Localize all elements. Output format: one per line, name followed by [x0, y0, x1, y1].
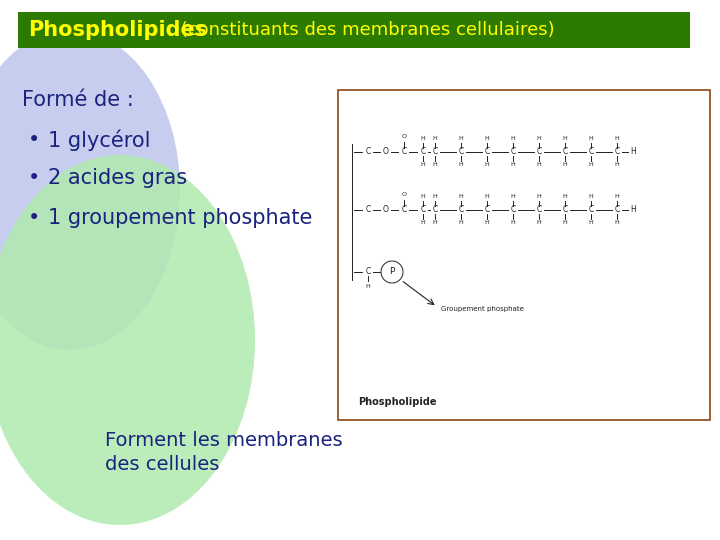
Text: H: H [433, 194, 437, 199]
Text: H: H [433, 137, 437, 141]
Text: Formé de :: Formé de : [22, 90, 134, 110]
Text: O: O [383, 147, 389, 157]
Text: H: H [536, 220, 541, 226]
Text: C: C [433, 206, 438, 214]
Text: C: C [459, 206, 464, 214]
Text: H: H [562, 163, 567, 167]
Text: Phospholipides: Phospholipides [28, 20, 207, 40]
Text: H: H [615, 220, 619, 226]
Text: H: H [510, 163, 516, 167]
Text: H: H [510, 194, 516, 199]
Text: C: C [510, 206, 516, 214]
Text: C: C [510, 147, 516, 157]
Text: C: C [401, 206, 407, 214]
Text: C: C [536, 206, 541, 214]
Text: Forment les membranes: Forment les membranes [105, 430, 343, 449]
Text: H: H [433, 220, 437, 226]
Text: •: • [28, 130, 40, 150]
Text: des cellules: des cellules [105, 456, 220, 475]
Text: H: H [485, 137, 490, 141]
Text: C: C [614, 147, 620, 157]
Text: H: H [562, 220, 567, 226]
Text: H: H [420, 194, 426, 199]
Text: C: C [459, 147, 464, 157]
Text: C: C [420, 147, 426, 157]
Text: C: C [588, 147, 593, 157]
Text: H: H [485, 220, 490, 226]
Text: C: C [485, 206, 490, 214]
Text: C: C [365, 147, 371, 157]
Text: 1 glycérol: 1 glycérol [48, 129, 150, 151]
FancyBboxPatch shape [338, 90, 710, 420]
Text: H: H [589, 163, 593, 167]
Text: C: C [536, 147, 541, 157]
Text: H: H [630, 147, 636, 157]
Text: C: C [401, 147, 407, 157]
Text: H: H [536, 137, 541, 141]
Text: C: C [588, 206, 593, 214]
Text: C: C [365, 206, 371, 214]
Text: H: H [536, 194, 541, 199]
Ellipse shape [0, 30, 180, 350]
Text: H: H [589, 194, 593, 199]
Ellipse shape [0, 155, 255, 525]
Text: H: H [615, 194, 619, 199]
Text: H: H [615, 163, 619, 167]
Text: C: C [614, 206, 620, 214]
FancyBboxPatch shape [18, 12, 690, 48]
Text: H: H [459, 194, 464, 199]
Text: H: H [562, 137, 567, 141]
Text: P: P [390, 267, 395, 276]
Text: H: H [420, 137, 426, 141]
Text: H: H [630, 206, 636, 214]
Text: H: H [485, 194, 490, 199]
Text: H: H [615, 137, 619, 141]
Text: H: H [420, 220, 426, 226]
Text: H: H [459, 137, 464, 141]
Text: H: H [510, 137, 516, 141]
Text: O: O [402, 192, 407, 198]
Text: H: H [589, 220, 593, 226]
Text: 1 groupement phosphate: 1 groupement phosphate [48, 208, 312, 228]
Text: H: H [420, 163, 426, 167]
Text: H: H [459, 220, 464, 226]
Text: C: C [420, 206, 426, 214]
Text: C: C [562, 147, 567, 157]
Text: •: • [28, 208, 40, 228]
Text: C: C [562, 206, 567, 214]
Text: C: C [485, 147, 490, 157]
Text: H: H [459, 163, 464, 167]
Text: H: H [366, 284, 370, 288]
Text: C: C [433, 147, 438, 157]
Text: Groupement phosphate: Groupement phosphate [441, 306, 524, 312]
Text: O: O [402, 134, 407, 139]
Text: H: H [562, 194, 567, 199]
Text: H: H [485, 163, 490, 167]
Text: Phospholipide: Phospholipide [358, 397, 436, 407]
Text: H: H [589, 137, 593, 141]
Circle shape [381, 261, 403, 283]
Text: H: H [536, 163, 541, 167]
Text: H: H [510, 220, 516, 226]
Text: •: • [28, 168, 40, 188]
Text: 2 acides gras: 2 acides gras [48, 168, 187, 188]
Text: C: C [365, 267, 371, 276]
Text: (constituants des membranes cellulaires): (constituants des membranes cellulaires) [175, 21, 554, 39]
Text: H: H [433, 163, 437, 167]
Text: O: O [383, 206, 389, 214]
